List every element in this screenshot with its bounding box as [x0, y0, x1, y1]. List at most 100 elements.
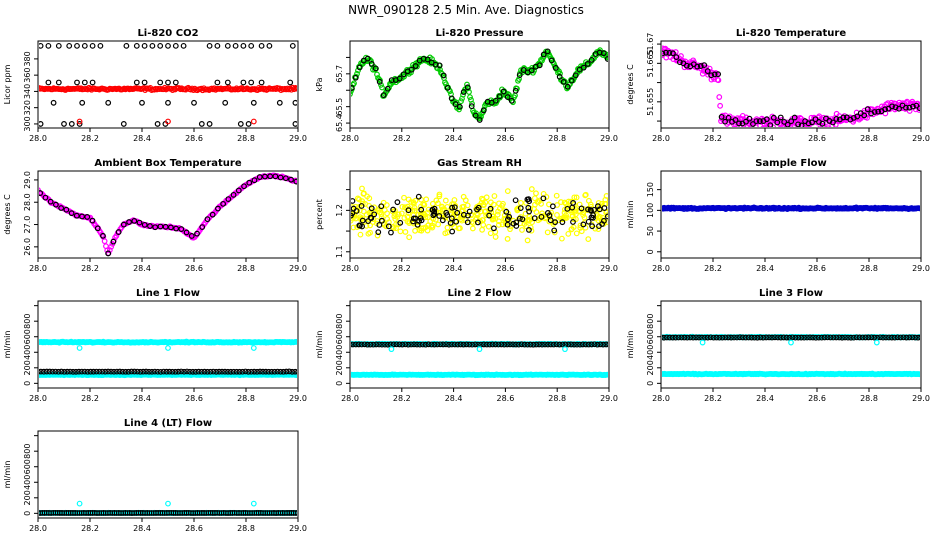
point-line1-ref [289, 368, 296, 375]
point-temperature-ref [676, 59, 683, 66]
x-tick-label: 28.4 [445, 264, 463, 273]
point-rh [490, 215, 497, 222]
point-temperature-ref [906, 104, 913, 111]
point-line3-ref [710, 334, 717, 341]
point-standards [74, 42, 80, 49]
point-standards [266, 42, 273, 49]
figure-title: NWR_090128 2.5 Min. Ave. Diagnostics [348, 3, 584, 17]
point-pressure-ref [548, 57, 555, 64]
point-line1-ref [55, 368, 62, 375]
y-tick-label: 65.7 [335, 65, 344, 83]
point-temperature-ref [784, 121, 791, 127]
point-temperature-ref [889, 103, 895, 110]
x-tick-label: 28.6 [185, 524, 203, 533]
point-ambient-ref [162, 223, 169, 230]
point-line3-ref [696, 334, 702, 341]
point-pressure-ref [460, 89, 467, 95]
point-line3-ref [812, 334, 819, 341]
point-line3-ref [763, 334, 770, 341]
point-line1-ref [239, 368, 246, 375]
point-line1-ref [96, 368, 103, 375]
panel-sample-flow: Sample Flow 28.0 28.2 28.4 28.6 28.8 29.0 0 50 10… [626, 158, 930, 273]
point-line2-ref [507, 341, 513, 348]
point-line1-ref [192, 368, 199, 375]
point-line1-ref [207, 368, 214, 375]
point-line1-ref [184, 368, 190, 375]
point-rh [580, 212, 587, 218]
point-rh [563, 214, 570, 221]
point-ambient-ref [152, 224, 159, 231]
point-temperature [918, 105, 920, 111]
x-tick-label: 28.2 [704, 134, 722, 143]
point-rh [435, 200, 441, 207]
point-temperature-ref [732, 117, 739, 123]
point-standards [50, 99, 57, 106]
point-rh [474, 212, 481, 218]
point-line2-ref [530, 341, 537, 348]
x-tick-label: 28.0 [29, 134, 47, 143]
point-line1-ref [201, 368, 208, 375]
point-line1-ref [189, 368, 196, 375]
point-line2-ref [527, 341, 534, 348]
point-pressure-ref [600, 50, 607, 57]
point-rh-ref [588, 214, 595, 221]
point-line2-ref [536, 341, 543, 348]
point-line1-ref [102, 368, 109, 375]
point-rh-ref [547, 217, 554, 224]
point-standards [165, 79, 171, 86]
y-tick-label: 1.1 [335, 245, 344, 258]
point-standards [258, 42, 265, 49]
point-pressure-ref [396, 75, 403, 82]
point-rh-ref [512, 197, 519, 204]
point-line2-ref [594, 341, 601, 348]
point-line3-ref [906, 334, 913, 341]
point-temperature-ref [770, 114, 777, 121]
point-line1-ref [213, 368, 220, 375]
point-line1-ref [280, 368, 287, 375]
point-temperature-ref [854, 113, 861, 120]
point-rh-ref [487, 205, 494, 212]
point-temperature-ref [774, 119, 781, 126]
point-rh-ref [585, 218, 592, 225]
point-line2-ref [370, 341, 377, 348]
point-line3-ref [675, 334, 682, 341]
point-rh [399, 203, 406, 210]
panel-title: Line 3 Flow [759, 288, 823, 299]
point-line2-ref [440, 341, 447, 348]
point-line1-ref [181, 368, 187, 375]
point-line1-ref [175, 368, 182, 375]
point-line2-ref [443, 341, 449, 348]
y-axis-label: ml/min [3, 461, 12, 489]
point-averaged [265, 86, 271, 93]
point-rh [361, 190, 367, 197]
point-rh-ref [449, 228, 456, 235]
point-pressure-ref [492, 97, 499, 104]
point-rh [448, 207, 455, 214]
point-line3-ref [903, 334, 910, 341]
point-line3-ref [722, 334, 729, 341]
point-line1-ref [274, 368, 281, 375]
y-tick-label: 26.0 [23, 238, 32, 256]
point-ambient-ref [225, 196, 232, 202]
point-ambient [101, 238, 108, 245]
y-tick-label: 600 [335, 329, 344, 344]
point-temperature-ref [910, 103, 916, 110]
point-line3-ref [739, 334, 746, 341]
plot-frame [660, 40, 922, 129]
point-flagged [165, 118, 171, 125]
point-line3-ref [734, 334, 740, 341]
point-temperature-ref [753, 118, 760, 125]
point-rh [561, 206, 568, 213]
point-rh-ref [460, 211, 467, 218]
point-line3-ref [807, 334, 813, 341]
point-rh-ref [526, 226, 532, 233]
point-line2-ref [425, 341, 432, 348]
point-rh-ref [526, 198, 532, 205]
point-line1-ref [286, 368, 293, 375]
point-rh-ref [578, 205, 585, 212]
point-pressure-ref [468, 103, 475, 110]
point-temperature-ref [809, 119, 815, 126]
point-line3-ref [672, 334, 679, 341]
point-rh-ref [416, 218, 423, 224]
point-pressure-ref [564, 83, 571, 90]
